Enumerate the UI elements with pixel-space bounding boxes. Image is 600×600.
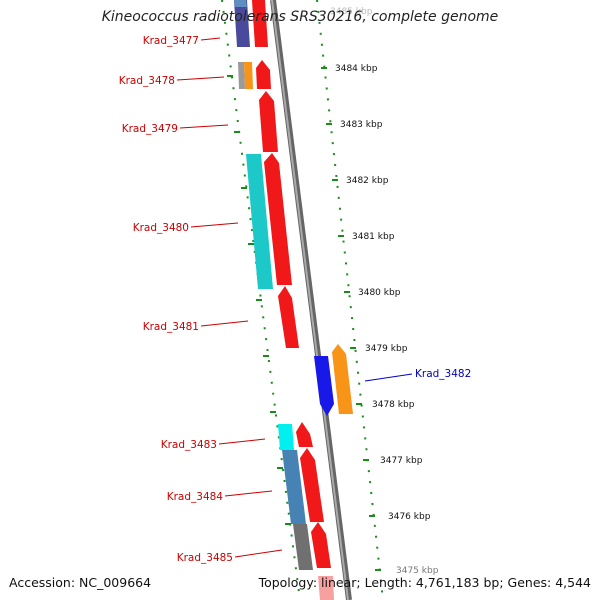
ruler-label-3484: 3484 kbp <box>335 64 378 74</box>
callout-line-3480 <box>190 222 239 228</box>
callout-lines <box>176 37 413 558</box>
gene-label-krad-3483[interactable]: Krad_3483 <box>161 439 217 451</box>
gene-red-3480[interactable] <box>264 153 292 285</box>
gene-red-3483[interactable] <box>296 422 313 447</box>
gene-steel-top[interactable] <box>234 0 247 7</box>
gene-label-krad-3482[interactable]: Krad_3482 <box>415 368 471 380</box>
gene-cyan-3483[interactable] <box>278 424 294 450</box>
ruler-label-3478: 3478 kbp <box>372 400 415 410</box>
genome-summary-text: Topology: linear; Length: 4,761,183 bp; … <box>258 575 591 590</box>
gene-orange-3482[interactable] <box>332 344 353 414</box>
gene-label-krad-3485[interactable]: Krad_3485 <box>177 552 233 564</box>
gene-red-3479[interactable] <box>259 91 278 152</box>
ruler-label-3485: 3485 kbp <box>330 7 373 17</box>
gene-orange-3478[interactable] <box>244 62 253 89</box>
accession-text: Accession: NC_009664 <box>9 575 152 590</box>
gene-red-3481[interactable] <box>278 286 299 348</box>
gene-label-krad-3484[interactable]: Krad_3484 <box>167 491 224 503</box>
gene-red-3485[interactable] <box>311 522 331 568</box>
gene-labels: Krad_3477 Krad_3478 Krad_3479 Krad_3480 … <box>119 35 472 564</box>
callout-line-3479 <box>179 124 229 129</box>
gene-red-top[interactable] <box>252 0 268 47</box>
map-title: Kineococcus radiotolerans SRS30216, comp… <box>101 9 499 25</box>
ruler-label-3480: 3480 kbp <box>358 288 401 298</box>
ruler-label-3483: 3483 kbp <box>340 120 383 130</box>
callout-line-3481 <box>200 320 249 327</box>
genome-spine <box>270 0 352 600</box>
gene-red-3478[interactable] <box>256 60 271 89</box>
gene-gray-3478[interactable] <box>238 62 245 89</box>
gene-features-right <box>314 344 353 416</box>
tick-track-right <box>316 0 384 600</box>
tick-track-left <box>221 0 301 600</box>
gene-label-krad-3478[interactable]: Krad_3478 <box>119 75 175 87</box>
gene-label-krad-3480[interactable]: Krad_3480 <box>133 222 189 234</box>
gene-red-3485b[interactable] <box>318 576 334 600</box>
callout-line-3477 <box>200 37 221 41</box>
callout-line-3478 <box>176 76 225 81</box>
callout-line-3484 <box>224 490 273 497</box>
gene-blue-3482[interactable] <box>314 356 334 416</box>
gene-label-krad-3479[interactable]: Krad_3479 <box>122 123 178 135</box>
gene-label-krad-3477[interactable]: Krad_3477 <box>143 35 199 47</box>
ruler-label-3475: 3475 kbp <box>396 566 439 576</box>
ruler-label-3481: 3481 kbp <box>352 232 395 242</box>
gene-gray-3485[interactable] <box>293 524 313 570</box>
gene-indigo-top[interactable] <box>234 0 250 47</box>
gene-features <box>234 0 334 600</box>
gene-cyan-3480[interactable] <box>246 154 273 289</box>
callout-line-3485 <box>234 549 283 558</box>
callout-line-3483 <box>218 438 266 445</box>
gene-red-3484[interactable] <box>300 448 324 522</box>
ruler-label-3477: 3477 kbp <box>380 456 423 466</box>
ruler-labels: 3485 kbp 3484 kbp 3483 kbp 3482 kbp 3481… <box>330 7 439 576</box>
ruler-label-3482: 3482 kbp <box>346 176 389 186</box>
gene-steel-3484[interactable] <box>282 450 306 524</box>
gene-label-krad-3481[interactable]: Krad_3481 <box>143 321 199 333</box>
callout-line-3482 <box>364 373 413 382</box>
ruler-label-3479: 3479 kbp <box>365 344 408 354</box>
ruler-ticks <box>227 67 381 571</box>
ruler-label-3476: 3476 kbp <box>388 512 431 522</box>
